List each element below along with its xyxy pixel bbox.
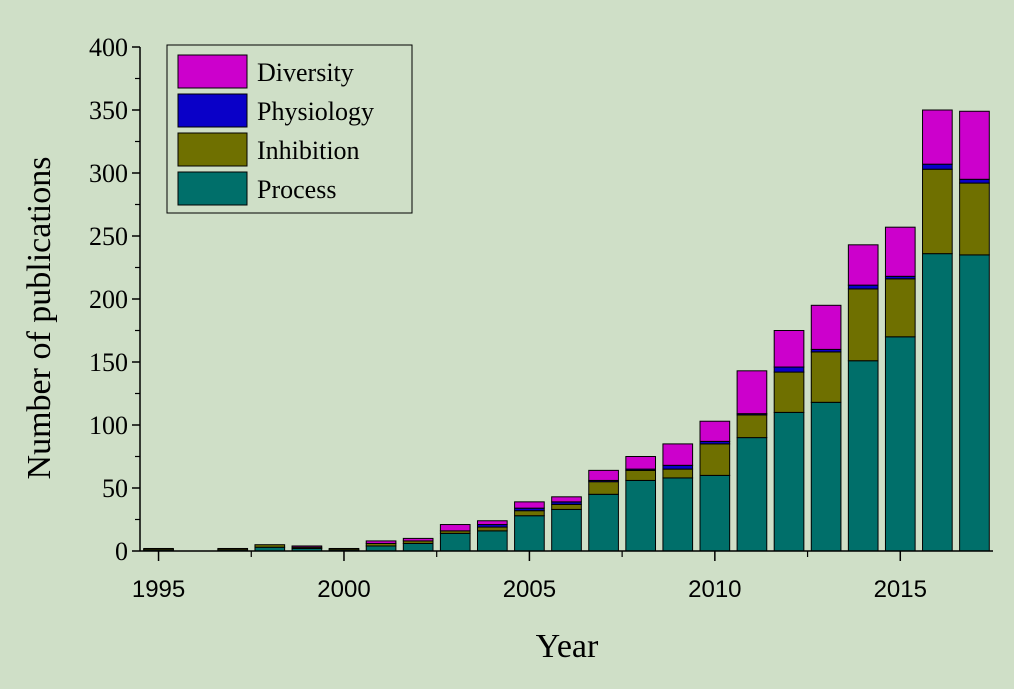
x-tick-label: 2010: [688, 576, 741, 603]
bar-physiology-2016: [922, 163, 953, 170]
bar-inhibition-2014: [847, 288, 879, 362]
bar-inhibition-2016: [922, 168, 953, 255]
bar-process-2002: [402, 542, 434, 552]
bar-inhibition-2012: [773, 371, 805, 413]
bar-physiology-2017: [959, 178, 990, 184]
ticks-group: 0 50 100 150 200 250 300 350 400 1995 2000 2005 2010…: [89, 33, 927, 603]
bar-process-2003: [439, 532, 471, 552]
bar-inhibition-2009: [662, 468, 694, 479]
bar-diversity-2004: [476, 520, 508, 526]
bar-process-2009: [662, 477, 694, 552]
bar-physiology-2009: [662, 464, 694, 470]
bar-process-2001: [365, 545, 397, 552]
bar-diversity-2007: [588, 469, 619, 481]
bar-diversity-2006: [551, 496, 582, 503]
bar-inhibition-2000: [328, 547, 360, 551]
bar-inhibition-2010: [699, 443, 731, 476]
bar-inhibition-2007: [588, 481, 619, 495]
bar-diversity-2010: [699, 420, 731, 442]
bar-inhibition-1995: [143, 547, 174, 551]
bar-inhibition-2008: [625, 469, 657, 481]
x-axis-title: Year: [536, 628, 599, 665]
bar-diversity-2016: [922, 109, 953, 165]
legend-swatch-diversity: [177, 54, 248, 89]
legend-swatch-process: [177, 171, 248, 206]
bar-process-2012: [773, 411, 805, 552]
bar-process-2006: [551, 508, 582, 552]
bar-process-2016: [922, 253, 953, 552]
bar-diversity-1999: [291, 545, 323, 548]
bar-inhibition-2004: [476, 526, 508, 532]
x-tick-label: 1995: [132, 576, 185, 603]
bar-diversity-2013: [810, 304, 842, 350]
y-tick-label: 100: [89, 411, 128, 440]
x-tick-label: 2000: [317, 576, 370, 603]
y-tick-label: 300: [89, 159, 128, 188]
bar-diversity-2014: [847, 244, 879, 286]
bar-process-2015: [884, 336, 916, 552]
bar-process-2005: [514, 515, 545, 552]
legend-box: [166, 44, 413, 214]
bar-diversity-2017: [959, 110, 990, 180]
y-tick-label: 200: [89, 285, 128, 314]
bar-process-2013: [810, 401, 842, 552]
bar-diversity-2005: [514, 501, 545, 509]
y-tick-label: 50: [102, 474, 128, 503]
legend-label-inhibition: Inhibition: [257, 136, 360, 165]
bar-diversity-2003: [439, 524, 471, 532]
bar-physiology-2014: [847, 284, 879, 290]
bar-diversity-2015: [884, 226, 916, 277]
bar-inhibition-1997: [217, 547, 249, 551]
y-axis-title: Number of publications: [21, 157, 58, 480]
y-tick-label: 250: [89, 222, 128, 251]
x-tick-label: 2015: [874, 576, 927, 603]
bar-process-2017: [959, 254, 990, 552]
bar-inhibition-2006: [551, 503, 582, 510]
legend-label-process: Process: [257, 175, 336, 204]
bar-inhibition-2011: [736, 414, 768, 439]
bar-diversity-2011: [736, 370, 768, 415]
legend: Diversity Physiology Inhibition Process: [166, 44, 413, 214]
legend-swatch-physiology: [177, 93, 248, 128]
bar-process-2011: [736, 437, 768, 552]
bar-process-2008: [625, 479, 657, 552]
bar-process-2004: [476, 530, 508, 552]
bar-inhibition-2013: [810, 351, 842, 403]
bar-inhibition-2015: [884, 278, 916, 338]
y-tick-label: 350: [89, 96, 128, 125]
legend-label-physiology: Physiology: [257, 97, 374, 126]
y-tick-label: 400: [89, 33, 128, 62]
bar-inhibition-2017: [959, 182, 990, 256]
bar-diversity-2002: [402, 537, 434, 542]
bar-diversity-2001: [365, 540, 397, 544]
bar-diversity-2009: [662, 443, 694, 466]
x-tick-label: 2005: [503, 576, 556, 603]
bar-physiology-2012: [773, 366, 805, 373]
y-tick-label: 150: [89, 348, 128, 377]
bar-diversity-2008: [625, 456, 657, 470]
bar-diversity-2012: [773, 330, 805, 368]
y-tick-label: 0: [115, 537, 128, 566]
bar-inhibition-2005: [514, 510, 545, 517]
bar-process-2010: [699, 474, 731, 552]
legend-label-diversity: Diversity: [257, 58, 354, 87]
bar-inhibition-1998: [254, 544, 286, 548]
legend-swatch-inhibition: [177, 132, 248, 167]
bar-process-2007: [588, 493, 619, 552]
bar-process-2014: [847, 360, 879, 552]
